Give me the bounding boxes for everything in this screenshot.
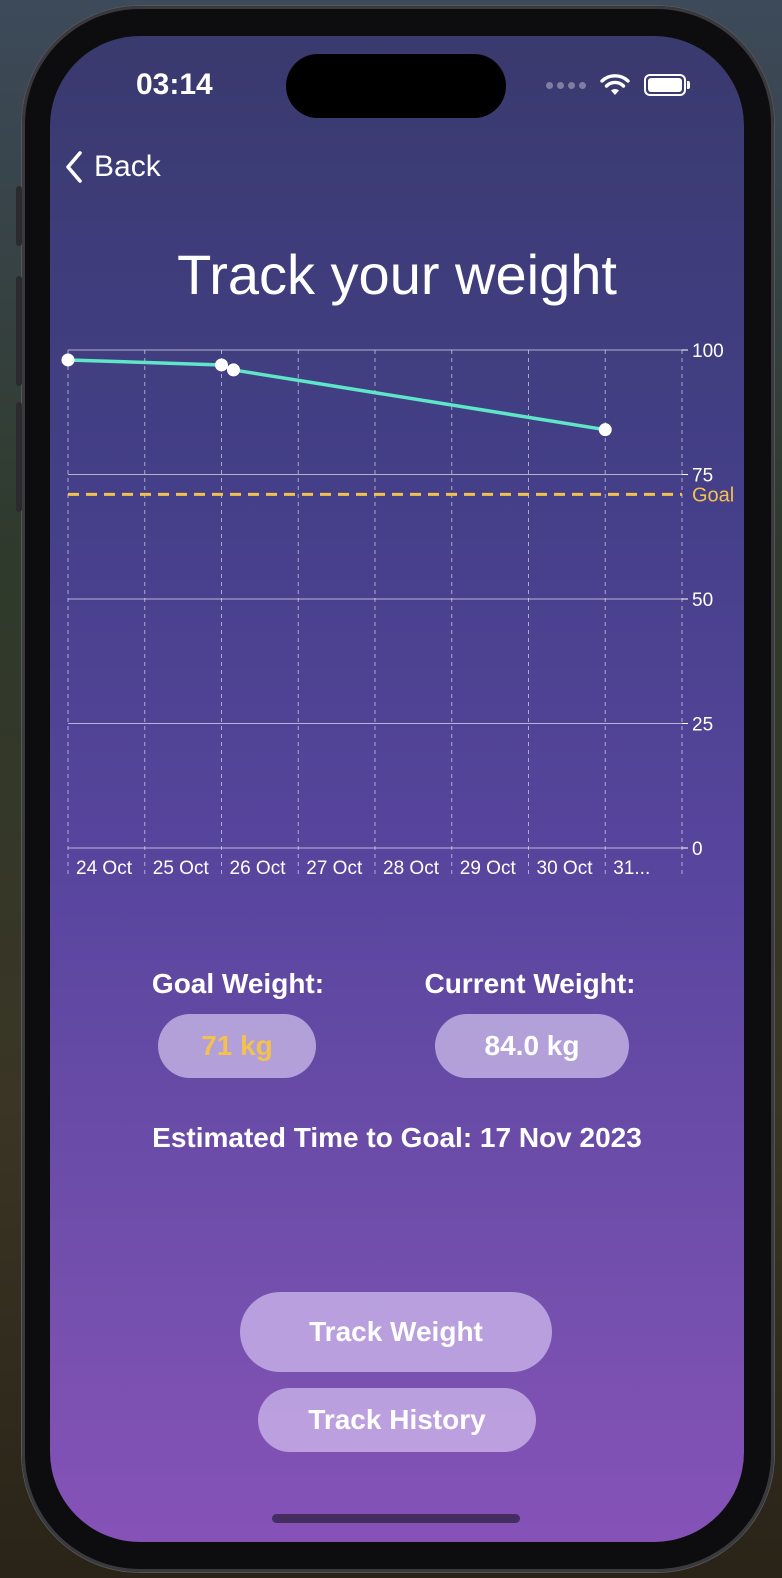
home-indicator[interactable] (272, 1514, 520, 1523)
weight-series-line (67, 358, 606, 432)
data-point (215, 358, 228, 372)
mute-switch (16, 186, 22, 246)
x-tick-label: 26 Oct (230, 858, 287, 879)
data-point (227, 363, 240, 377)
y-tick-label: 100 (692, 341, 724, 362)
track-history-button[interactable]: Track History (258, 1388, 536, 1452)
x-tick-label: 24 Oct (76, 858, 133, 879)
x-tick-label: 31... (613, 858, 650, 879)
current-weight-value: 84.0 kg (435, 1014, 629, 1078)
goal-weight-value: 71 kg (158, 1014, 316, 1078)
volume-down-button (16, 402, 22, 512)
x-tick-label: 25 Oct (153, 858, 210, 879)
chevron-left-icon (66, 151, 82, 183)
x-tick-label: 29 Oct (460, 858, 517, 879)
back-button[interactable]: Back (64, 150, 161, 184)
page-title: Track your weight (177, 243, 617, 306)
x-tick-label: 27 Oct (306, 858, 363, 879)
goal-weight-label: Goal Weight: (151, 968, 325, 999)
battery-icon (644, 74, 690, 96)
x-tick-label: 30 Oct (537, 858, 594, 879)
wifi-icon (600, 74, 630, 95)
volume-up-button (16, 276, 22, 386)
dynamic-island (286, 54, 506, 118)
current-weight-label: Current Weight: (424, 968, 636, 999)
data-point (598, 423, 612, 437)
weight-chart: 100 75 50 25 0 24 Oct 25 Oct 26 Oct 27 Oct 28 Oct… (61, 341, 734, 879)
signal-icon (546, 81, 586, 89)
y-tick-label: 0 (692, 839, 703, 860)
track-weight-button[interactable]: Track Weight (240, 1292, 552, 1372)
estimated-time-to-goal: Estimated Time to Goal: 17 Nov 2023 (152, 1122, 642, 1153)
app-screen: 03:14 Back Track your weight 100 75 50 25 0 2… (50, 36, 744, 1542)
y-tick-label: 50 (692, 590, 713, 611)
goal-label: Goal (692, 484, 734, 506)
y-tick-label: 25 (692, 715, 713, 736)
back-label: Back (94, 150, 161, 183)
status-icons (546, 74, 690, 96)
y-tick-label: 75 (692, 466, 713, 487)
x-tick-label: 28 Oct (383, 858, 440, 879)
status-time: 03:14 (136, 68, 213, 101)
data-point (61, 353, 75, 367)
